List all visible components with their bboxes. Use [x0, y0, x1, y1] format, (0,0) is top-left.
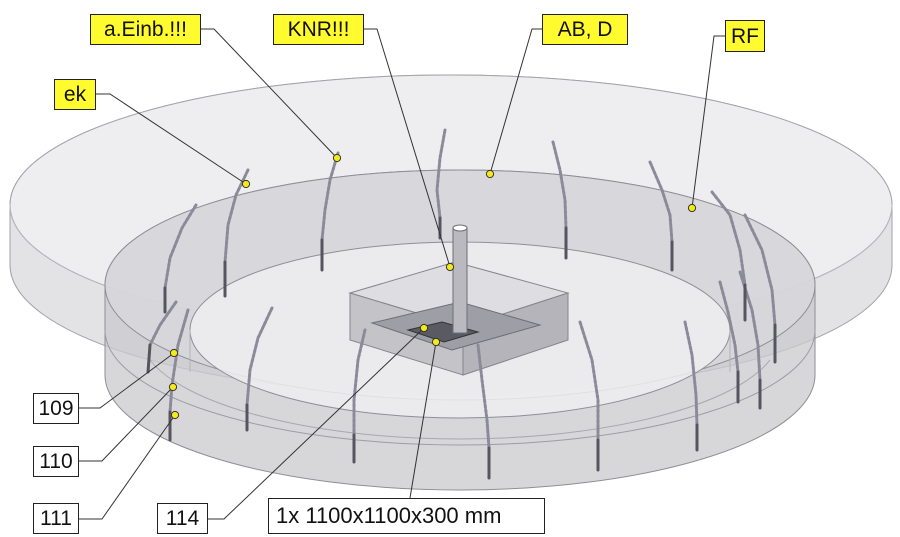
leader-114: [208, 327, 425, 520]
marker-dot-ab-d: [485, 169, 495, 179]
leader-ab-d: [489, 28, 542, 175]
marker-dot-knr: [445, 262, 455, 272]
chain: [578, 320, 600, 442]
chain: [352, 328, 367, 437]
leader-ek: [96, 93, 247, 185]
chain: [551, 140, 568, 230]
callout-110: 110: [33, 446, 79, 477]
marker-dot-a-einb: [332, 153, 342, 163]
callout-109: 109: [33, 393, 79, 424]
callout-rf: RF: [725, 20, 765, 52]
chain: [245, 306, 274, 407]
callout-111: 111: [33, 503, 79, 534]
leader-111: [79, 414, 176, 520]
chain: [320, 151, 340, 242]
leader-a-einb: [201, 28, 338, 159]
marker-dots: [168, 153, 697, 420]
marker-dot-ek: [241, 179, 251, 189]
callout-ab-d: AB, D: [542, 14, 628, 45]
marker-dot-dim: [431, 337, 441, 347]
chain: [435, 128, 447, 220]
marker-dot-111: [170, 410, 180, 420]
leader-rf: [691, 35, 725, 209]
leader-109: [79, 352, 175, 409]
chain: [148, 300, 178, 347]
leader-knr: [364, 28, 451, 268]
leader-110: [79, 386, 174, 462]
chain: [648, 160, 674, 244]
marker-dot-109: [169, 348, 179, 358]
chain: [710, 190, 747, 287]
anchor-bar: [146, 343, 152, 374]
chain: [718, 280, 740, 374]
chain-set: [146, 128, 777, 480]
callout-ek: ek: [54, 79, 96, 110]
marker-dot-114: [419, 323, 429, 333]
chain: [476, 343, 491, 450]
callout-knr: KNR!!!: [273, 14, 364, 45]
callout-a-einb: a.Einb.!!!: [90, 14, 201, 45]
chain: [743, 213, 777, 327]
chain: [163, 203, 198, 290]
leader-dim: [409, 341, 437, 499]
chain: [223, 168, 250, 264]
callout-114: 114: [157, 503, 208, 534]
marker-dot-110: [168, 382, 178, 392]
leader-lines: [79, 28, 725, 520]
anchor-pipe: [452, 224, 468, 334]
callout-dimension: 1x 1100x1100x300 mm: [268, 498, 545, 534]
marker-dot-rf: [687, 203, 697, 213]
chain: [168, 308, 190, 414]
chain: [683, 320, 699, 427]
